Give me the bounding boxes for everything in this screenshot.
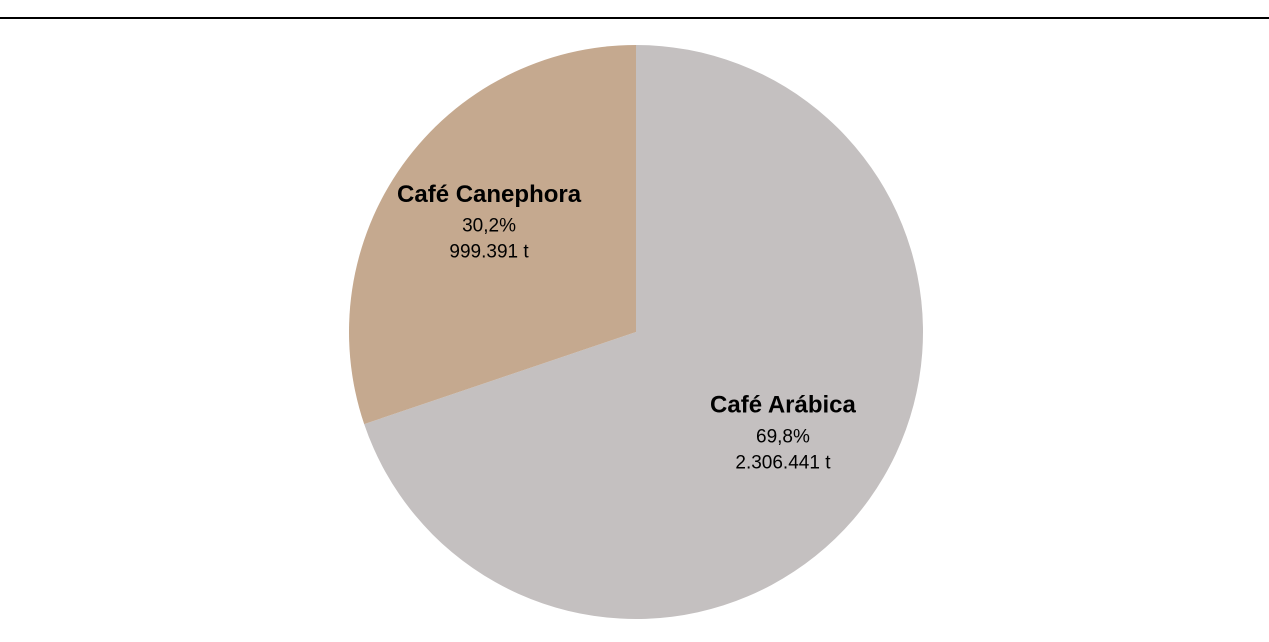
slice-tonnes: 2.306.441 t (735, 452, 831, 473)
slice-name: Café Canephora (397, 181, 582, 208)
pie-slice (349, 45, 636, 425)
slice-tonnes: 999.391 t (449, 242, 529, 263)
pie-slice (364, 45, 923, 619)
slice-name: Café Arábica (710, 392, 856, 419)
slice-percent: 69,8% (756, 426, 810, 447)
slice-percent: 30,2% (462, 216, 516, 237)
